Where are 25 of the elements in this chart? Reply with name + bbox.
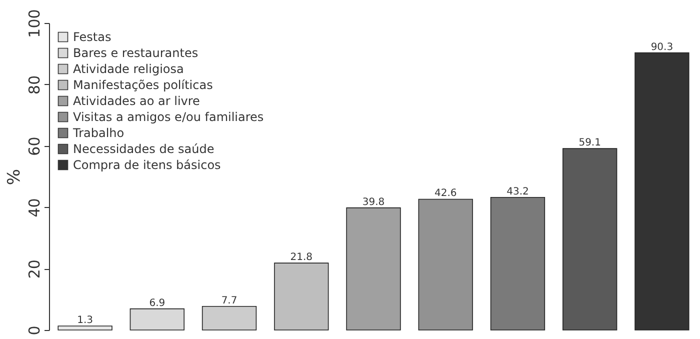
legend-label: Bares e restaurantes bbox=[73, 46, 198, 60]
legend-label: Atividades ao ar livre bbox=[73, 94, 200, 108]
legend-label: Compra de itens básicos bbox=[73, 158, 221, 172]
data-label: 1.3 bbox=[77, 315, 94, 326]
legend-label: Manifestações políticas bbox=[73, 78, 213, 92]
y-tick-label: 80 bbox=[26, 75, 44, 94]
data-label: 39.8 bbox=[362, 196, 385, 208]
legend-label: Atividade religiosa bbox=[73, 62, 184, 76]
data-label: 7.7 bbox=[221, 295, 238, 306]
data-label: 6.9 bbox=[149, 298, 166, 309]
y-axis-title: % bbox=[4, 168, 24, 186]
legend-label: Festas bbox=[73, 30, 112, 44]
y-tick-label: 40 bbox=[26, 198, 44, 218]
y-tick-label: 0 bbox=[26, 326, 44, 336]
legend-label: Visitas a amigos e/ou familiares bbox=[73, 110, 264, 124]
y-tick-label: 20 bbox=[26, 260, 44, 279]
data-label: 90.3 bbox=[650, 42, 674, 53]
data-label: 21.8 bbox=[290, 252, 313, 264]
data-label: 59.1 bbox=[578, 138, 601, 149]
data-label: 43.2 bbox=[506, 186, 529, 198]
y-tick-label: 100 bbox=[26, 9, 44, 38]
legend-label: Necessidades de saúde bbox=[73, 142, 214, 156]
legend-label: Trabalho bbox=[72, 126, 124, 140]
y-tick-label: 60 bbox=[26, 136, 44, 156]
data-label: 42.6 bbox=[434, 188, 457, 200]
